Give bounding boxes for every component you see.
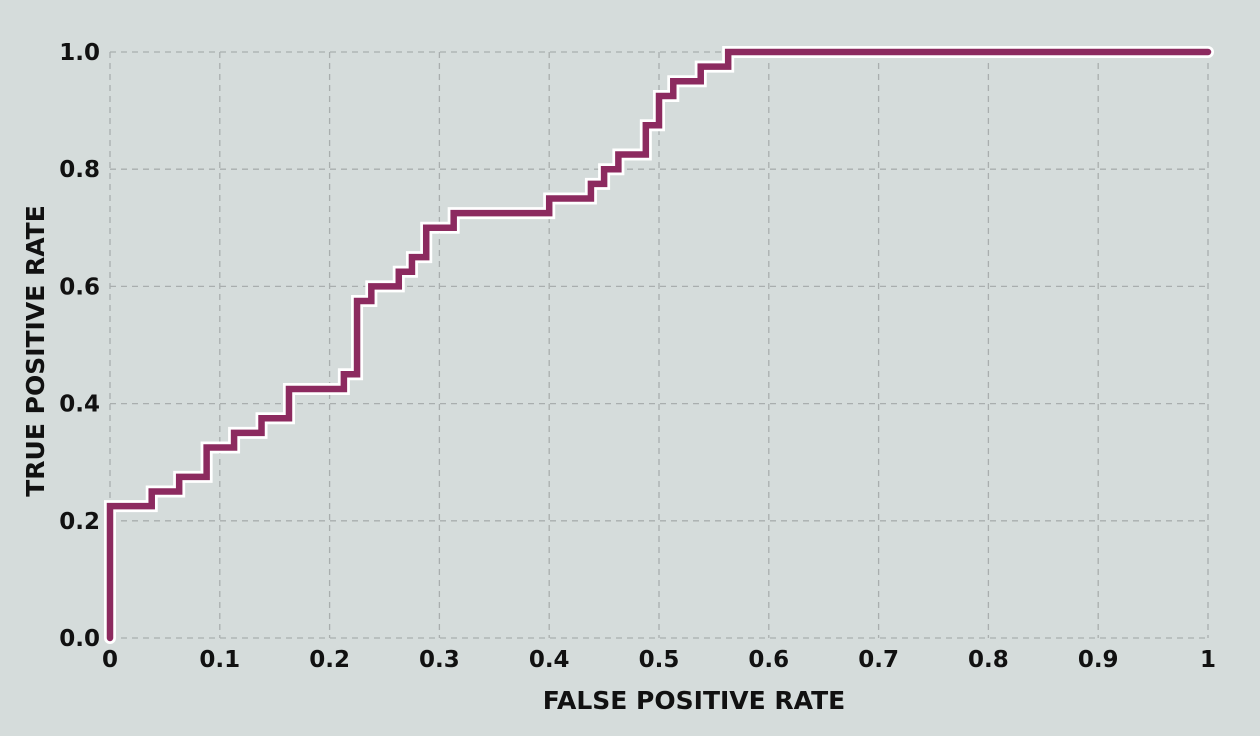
roc-curve-0 bbox=[106, 48, 1212, 642]
x-tick-label-10: 1 bbox=[1200, 647, 1216, 673]
y-tick-label-2: 0.4 bbox=[59, 392, 100, 418]
grid bbox=[109, 51, 1209, 639]
y-tick-label-3: 0.6 bbox=[59, 274, 100, 300]
y-axis-label: TRUE POSITIVE RATE bbox=[21, 205, 50, 497]
x-axis-ticks: 0 0.1 0.2 0.3 0.4 0.5 0.6 0.7 0.8 0.9 1 bbox=[102, 647, 1216, 673]
x-axis-label: FALSE POSITIVE RATE bbox=[543, 686, 845, 715]
x-tick-label-3: 0.3 bbox=[419, 647, 460, 673]
x-tick-label-1: 0.1 bbox=[199, 647, 240, 673]
x-tick-label-6: 0.6 bbox=[748, 647, 789, 673]
roc-curve-layer bbox=[104, 46, 1214, 644]
x-tick-label-7: 0.7 bbox=[858, 647, 899, 673]
x-tick-label-4: 0.4 bbox=[529, 647, 570, 673]
x-tick-label-5: 0.5 bbox=[639, 647, 680, 673]
y-axis-ticks: 0.0 0.2 0.4 0.6 0.8 1.0 bbox=[59, 40, 100, 652]
x-tick-label-8: 0.8 bbox=[968, 647, 1009, 673]
y-tick-label-1: 0.2 bbox=[59, 509, 100, 535]
y-tick-label-0: 0.0 bbox=[59, 626, 100, 652]
x-tick-label-2: 0.2 bbox=[309, 647, 350, 673]
y-tick-label-5: 1.0 bbox=[59, 40, 100, 66]
y-tick-label-4: 0.8 bbox=[59, 157, 100, 183]
x-tick-label-0: 0 bbox=[102, 647, 118, 673]
x-tick-label-9: 0.9 bbox=[1078, 647, 1119, 673]
